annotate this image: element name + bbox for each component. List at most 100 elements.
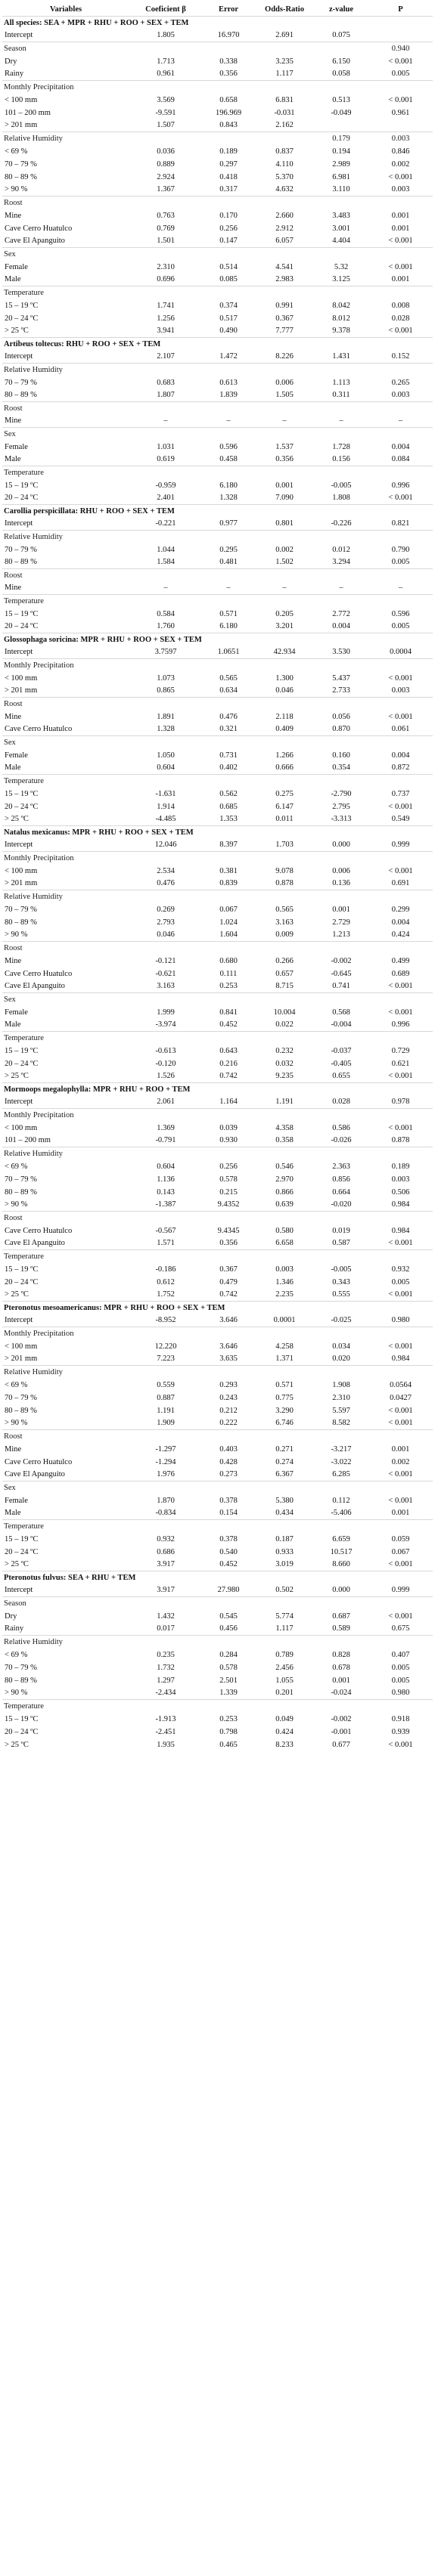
- cell-p: [368, 16, 433, 29]
- cell-error: 0.545: [219, 1612, 238, 1621]
- cell-z-value: 0.028: [332, 1098, 350, 1107]
- cell-z-value: 0.586: [332, 1123, 350, 1132]
- cell-odds-ratio: 0.933: [275, 1547, 294, 1556]
- cell-error: [202, 16, 255, 29]
- cell-error: 0.189: [219, 147, 238, 156]
- cell-error: 0.742: [219, 1290, 238, 1299]
- cell-coefficient: 0.612: [157, 1277, 175, 1286]
- cell-error: [202, 851, 255, 865]
- cell-error: –: [226, 584, 231, 593]
- variable-level-label: Male: [5, 1509, 21, 1518]
- cell-error: 0.578: [219, 1663, 238, 1672]
- cell-coefficient: 2.924: [157, 172, 175, 181]
- group-row: Roost: [2, 1429, 433, 1443]
- variable-level-label: > 201 mm: [5, 1355, 38, 1364]
- cell-coefficient: [129, 16, 202, 29]
- cell-odds-ratio: 1.537: [275, 442, 294, 451]
- cell-p: 0.984: [391, 1226, 410, 1235]
- cell-odds-ratio: 2.235: [275, 1290, 294, 1299]
- cell-error: 0.222: [219, 1419, 238, 1428]
- cell-odds-ratio: 9.235: [275, 1072, 294, 1081]
- cell-odds-ratio: 0.358: [275, 1136, 294, 1145]
- cell-coefficient: [129, 1249, 202, 1263]
- cell-error: 1.339: [219, 1689, 238, 1698]
- cell-error: 1.164: [219, 1098, 238, 1107]
- cell-z-value: -2.790: [331, 789, 352, 798]
- variable-level-label: 80 – 89 %: [5, 1676, 37, 1685]
- cell-odds-ratio: 0.775: [275, 1393, 294, 1402]
- cell-z-value: -0.645: [331, 969, 352, 978]
- cell-z-value: 0.655: [332, 1072, 350, 1081]
- cell-p: [368, 1571, 433, 1584]
- cell-p: 0.265: [391, 378, 410, 387]
- table-row: 20 – 24 ºC 2.401 1.328 7.090 1.808 < 0.001: [2, 492, 433, 505]
- cell-odds-ratio: 0.271: [275, 1444, 294, 1454]
- cell-odds-ratio: 1.371: [275, 1355, 294, 1364]
- cell-z-value: -0.020: [331, 1200, 352, 1209]
- cell-z-value: [314, 825, 368, 839]
- variable-level-label: < 100 mm: [5, 1123, 38, 1132]
- cell-z-value: [314, 1211, 368, 1225]
- cell-odds-ratio: 1.055: [275, 1676, 294, 1685]
- cell-error: 1.604: [219, 930, 238, 940]
- cell-p: 0.004: [391, 442, 410, 451]
- cell-p: 0.299: [391, 905, 410, 914]
- variable-level-label: 20 – 24 ºC: [5, 314, 39, 323]
- cell-z-value: 6.981: [332, 172, 350, 181]
- cell-odds-ratio: 0.789: [275, 1650, 294, 1659]
- cell-p: 0.059: [391, 1534, 410, 1543]
- cell-coefficient: [129, 1429, 202, 1443]
- table-row: 80 – 89 % 1.191 0.212 3.290 5.597 < 0.001: [2, 1404, 433, 1417]
- cell-p: 0.005: [391, 1676, 410, 1685]
- cell-error: 0.293: [219, 1380, 238, 1389]
- cell-coefficient: -0.120: [155, 1059, 176, 1068]
- table-row: 15 – 19 ºC -1.631 0.562 0.275 -2.790 0.737: [2, 788, 433, 800]
- cell-odds-ratio: 3.163: [275, 918, 294, 927]
- cell-odds-ratio: 2.456: [275, 1663, 294, 1672]
- group-row: Monthly Precipitation: [2, 658, 433, 672]
- cell-error: [202, 1147, 255, 1160]
- variable-group-label: Sex: [2, 735, 129, 749]
- cell-p: [368, 941, 433, 955]
- cell-z-value: [314, 337, 368, 351]
- cell-coefficient: 0.235: [157, 1650, 175, 1659]
- cell-p: < 0.001: [388, 95, 413, 104]
- variable-level-label: Female: [5, 1008, 28, 1017]
- table-row: Male 0.604 0.402 0.666 0.354 0.872: [2, 762, 433, 775]
- cell-coefficient: -2.434: [155, 1689, 176, 1698]
- cell-coefficient: [129, 1031, 202, 1045]
- variable-level-label: 15 – 19 ºC: [5, 1265, 39, 1274]
- cell-odds-ratio: [255, 594, 314, 608]
- cell-z-value: 3.110: [332, 185, 350, 194]
- cell-odds-ratio: 5.370: [275, 172, 294, 181]
- table-row: < 69 % 0.559 0.293 0.571 1.908 0.0564: [2, 1379, 433, 1392]
- cell-error: [202, 992, 255, 1006]
- cell-coefficient: 0.036: [157, 147, 175, 156]
- cell-z-value: 0.513: [332, 95, 350, 104]
- cell-z-value: [314, 1481, 368, 1494]
- cell-z-value: -0.037: [331, 1046, 352, 1055]
- cell-z-value: 1.431: [332, 352, 350, 361]
- cell-p: [368, 1301, 433, 1314]
- table-row: Mine 1.891 0.476 2.118 0.056 < 0.001: [2, 711, 433, 723]
- cell-odds-ratio: 3.201: [275, 622, 294, 631]
- variable-group-label: Sex: [2, 1481, 129, 1494]
- table-row: Female 1.870 0.378 5.380 0.112 < 0.001: [2, 1494, 433, 1507]
- cell-error: 0.321: [219, 725, 238, 734]
- table-row: 101 – 200 mm -9.591 196.969 -0.031 -0.049 0.9…: [2, 107, 433, 119]
- table-row: Dry 1.713 0.338 3.235 6.150 < 0.001: [2, 55, 433, 68]
- variable-level-label: 20 – 24 ºC: [5, 622, 39, 631]
- cell-error: 0.253: [219, 1714, 238, 1723]
- cell-coefficient: 0.017: [157, 1624, 175, 1633]
- cell-odds-ratio: [255, 132, 314, 145]
- cell-coefficient: -1.631: [155, 789, 176, 798]
- table-row: 15 – 19 ºC -1.913 0.253 0.049 -0.002 0.918: [2, 1713, 433, 1726]
- cell-error: 0.317: [219, 185, 238, 194]
- cell-z-value: 3.294: [332, 558, 350, 567]
- cell-error: [202, 1635, 255, 1649]
- variable-group-label: Sex: [2, 427, 129, 441]
- cell-coefficient: 0.932: [157, 1534, 175, 1543]
- cell-odds-ratio: 2.691: [275, 31, 294, 40]
- table-row: Cave El Apanguito 1.571 0.356 6.658 0.587 < 0…: [2, 1237, 433, 1250]
- cell-p: [368, 466, 433, 479]
